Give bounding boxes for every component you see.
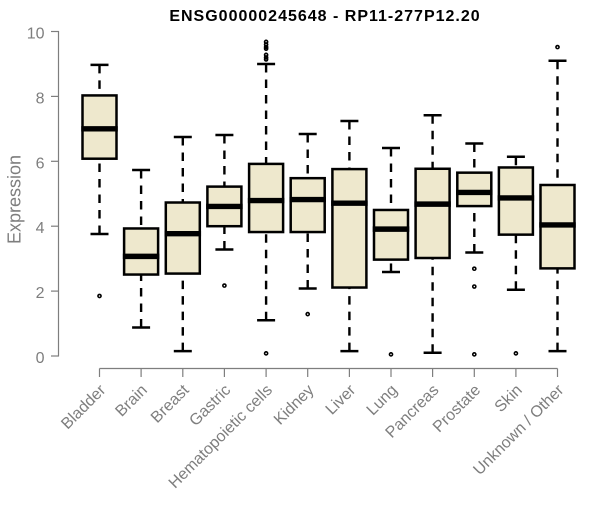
- svg-text:6: 6: [36, 155, 45, 172]
- svg-text:10: 10: [27, 26, 45, 43]
- svg-text:ENSG00000245648 - RP11-277P12.: ENSG00000245648 - RP11-277P12.20: [169, 8, 480, 25]
- svg-text:8: 8: [36, 90, 45, 107]
- svg-text:2: 2: [36, 285, 45, 302]
- svg-text:0: 0: [36, 350, 45, 367]
- svg-text:Expression: Expression: [5, 155, 25, 244]
- svg-text:4: 4: [36, 220, 45, 237]
